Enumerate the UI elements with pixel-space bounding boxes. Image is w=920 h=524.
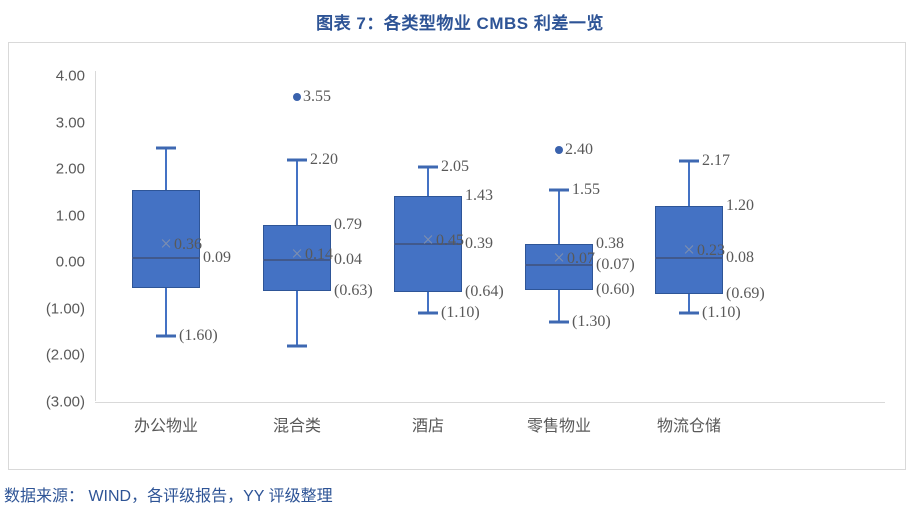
mean-label: 0.14 [305,246,333,264]
whisker-low-label: (1.60) [179,327,218,345]
upper-whisker-line [688,161,690,207]
q1-label: (0.63) [334,282,373,300]
y-axis-tick-label: 0.00 [55,253,85,271]
mean-marker-icon: × [683,237,695,262]
median-line [263,259,331,262]
y-axis-tick-label: 1.00 [55,207,85,224]
source-note: 数据来源： WIND，各评级报告，YY 评级整理 [4,488,333,505]
median-line [525,264,593,267]
x-axis-category-label: 混合类 [272,417,322,435]
outlier-point [555,146,563,155]
x-axis-category-label: 零售物业 [526,417,592,435]
y-axis-line [95,71,96,402]
median-label: 0.04 [334,251,362,269]
outlier-label: 2.40 [565,141,593,159]
mean-marker-icon: × [553,245,565,270]
lower-whisker-line [688,294,690,314]
x-axis-line [95,401,885,403]
y-axis-tick-label: 2.00 [55,160,85,178]
lower-whisker-line [296,291,298,346]
median-line [132,256,200,259]
lower-whisker-cap [156,334,176,338]
whisker-high-label: 1.55 [572,180,600,198]
lower-whisker-line [427,291,429,314]
y-axis-tick-label: 4.00 [55,67,85,85]
whisker-high-label: 2.05 [441,157,469,175]
box [132,189,200,289]
outlier-label: 3.55 [303,87,331,105]
lower-whisker-line [558,289,560,323]
median-label: 0.39 [465,234,493,252]
median-line [655,257,723,260]
mean-label: 0.23 [697,242,725,260]
upper-whisker-line [427,166,429,196]
q3-label: 0.38 [596,235,624,253]
q1-label: (0.60) [596,280,635,298]
outlier-point [293,92,301,101]
q3-label: 0.79 [334,216,362,234]
box [263,225,331,292]
median-label: 0.08 [726,249,754,267]
lower-whisker-cap [549,320,569,324]
chart-title: 图表 7：各类型物业 CMBS 利差一览 [316,14,604,33]
box [525,244,593,290]
upper-whisker-line [558,189,560,245]
median-line [394,242,462,245]
lower-whisker-cap [679,311,699,315]
box [655,206,723,295]
q3-label: 1.43 [465,186,493,204]
lower-whisker-cap [418,311,438,315]
upper-whisker-cap [549,188,569,192]
chart-frame: 4.00 3.00 2.00 1.00 0.00 (1.00) (2.00) (3.00) 办公… [8,42,906,470]
mean-marker-icon: × [291,242,303,267]
q1-label: (0.64) [465,282,504,300]
y-axis-tick-label: (3.00) [45,393,85,410]
upper-whisker-cap [287,158,307,162]
plot-area: 4.00 3.00 2.00 1.00 0.00 (1.00) (2.00) (3.00) 办公… [9,43,905,469]
whisker-high-label: 2.20 [310,150,338,168]
whisker-low-label: (1.10) [702,304,741,322]
whisker-high-label: 2.17 [702,152,730,170]
median-label: (0.07) [596,256,635,274]
q3-label: 1.20 [726,197,754,215]
upper-whisker-line [165,148,167,190]
y-axis-tick-label: (2.00) [45,346,85,364]
whisker-low-label: (1.10) [441,304,480,322]
upper-whisker-cap [418,165,438,169]
upper-whisker-line [296,159,298,226]
mean-label: 0.36 [174,236,202,254]
upper-whisker-cap [679,159,699,163]
upper-whisker-cap [156,146,176,150]
median-label: 0.09 [203,248,231,266]
x-axis-category-label: 办公物业 [133,417,199,435]
lower-whisker-line [165,288,167,337]
mean-label: 0.07 [567,249,595,267]
mean-marker-icon: × [422,227,434,252]
x-axis-category-label: 酒店 [411,417,445,435]
y-axis-tick-label: (1.00) [45,300,85,317]
mean-marker-icon: × [160,231,172,256]
lower-whisker-cap [287,344,307,348]
mean-label: 0.45 [436,232,464,250]
x-axis-category-label: 物流仓储 [656,417,722,435]
y-axis-tick-label: 3.00 [55,114,85,131]
q1-label: (0.69) [726,285,765,303]
whisker-low-label: (1.30) [572,313,611,331]
